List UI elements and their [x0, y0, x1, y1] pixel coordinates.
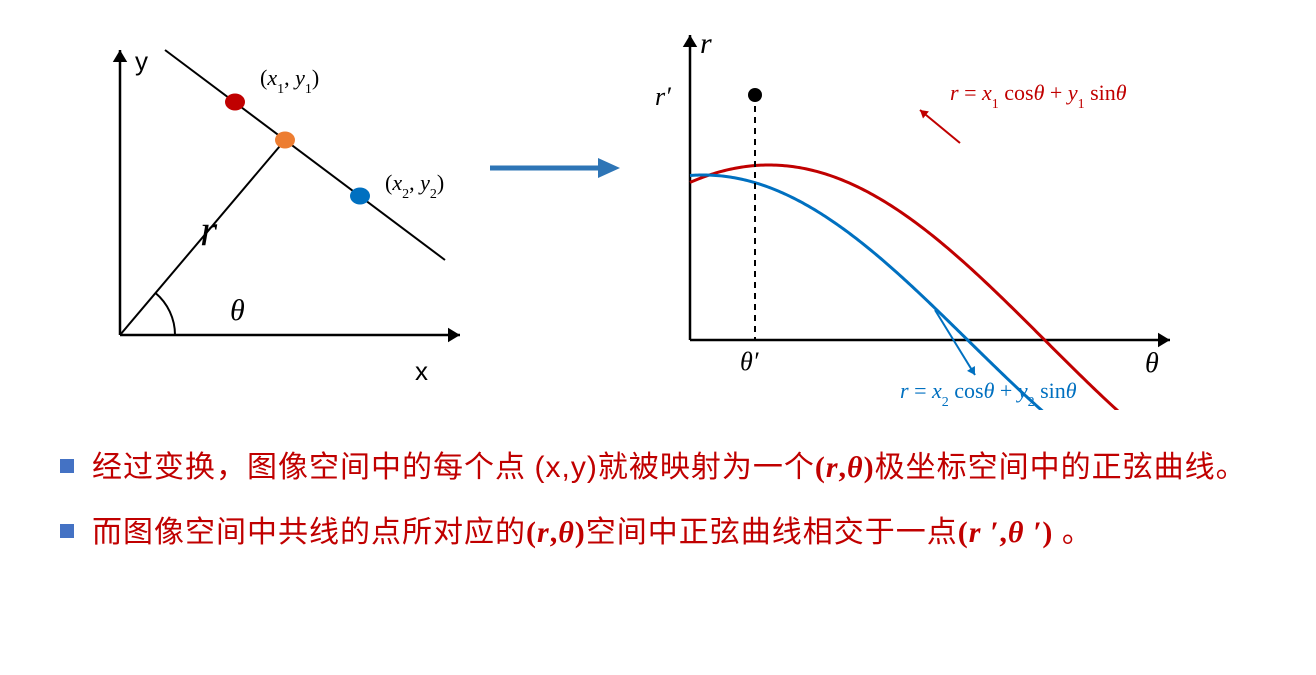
svg-text:r: r	[700, 27, 712, 60]
svg-text:r = x2 cosθ + y2 sinθ: r = x2 cosθ + y2 sinθ	[900, 378, 1077, 410]
svg-text:θ′: θ′	[740, 347, 759, 376]
svg-text:(x2, y2): (x2, y2)	[385, 170, 444, 202]
transform-arrow	[490, 148, 620, 188]
svg-text:r: r	[200, 206, 218, 255]
left-svg: x y r θ (x1, y1) (x2, y2)	[60, 35, 470, 395]
bullet-text: 而图像空间中共线的点所对应的(r,θ)空间中正弦曲线相交于一点(r ′,θ ′)…	[92, 510, 1093, 557]
bullet-text: 经过变换，图像空间中的每个点 (x,y)就被映射为一个(r,θ)极坐标空间中的正…	[92, 445, 1247, 492]
svg-text:θ: θ	[230, 294, 245, 327]
bullet-list: 经过变换，图像空间中的每个点 (x,y)就被映射为一个(r,θ)极坐标空间中的正…	[0, 425, 1316, 556]
svg-text:θ: θ	[1145, 348, 1159, 379]
arrow-svg	[490, 153, 620, 183]
bullet-marker	[60, 459, 74, 473]
right-diagram: θ r r = x1 cosθ + y1 sinθ r = x2 cosθ + y2 …	[640, 20, 1210, 415]
right-svg: θ r r = x1 cosθ + y1 sinθ r = x2 cosθ + y2 …	[640, 20, 1210, 410]
bullet-marker	[60, 524, 74, 538]
svg-text:x: x	[415, 356, 428, 386]
svg-text:(x1, y1): (x1, y1)	[260, 65, 319, 97]
svg-text:r = x1 cosθ + y1 sinθ: r = x1 cosθ + y1 sinθ	[950, 80, 1127, 112]
bullet-item: 经过变换，图像空间中的每个点 (x,y)就被映射为一个(r,θ)极坐标空间中的正…	[60, 445, 1256, 492]
svg-text:y: y	[135, 46, 148, 76]
diagram-row: x y r θ (x1, y1) (x2, y2) θ r r = x1 cosθ + y1 …	[0, 0, 1316, 425]
left-diagram: x y r θ (x1, y1) (x2, y2)	[60, 35, 470, 400]
bullet-item: 而图像空间中共线的点所对应的(r,θ)空间中正弦曲线相交于一点(r ′,θ ′)…	[60, 510, 1256, 557]
svg-text:r′: r′	[655, 82, 671, 111]
